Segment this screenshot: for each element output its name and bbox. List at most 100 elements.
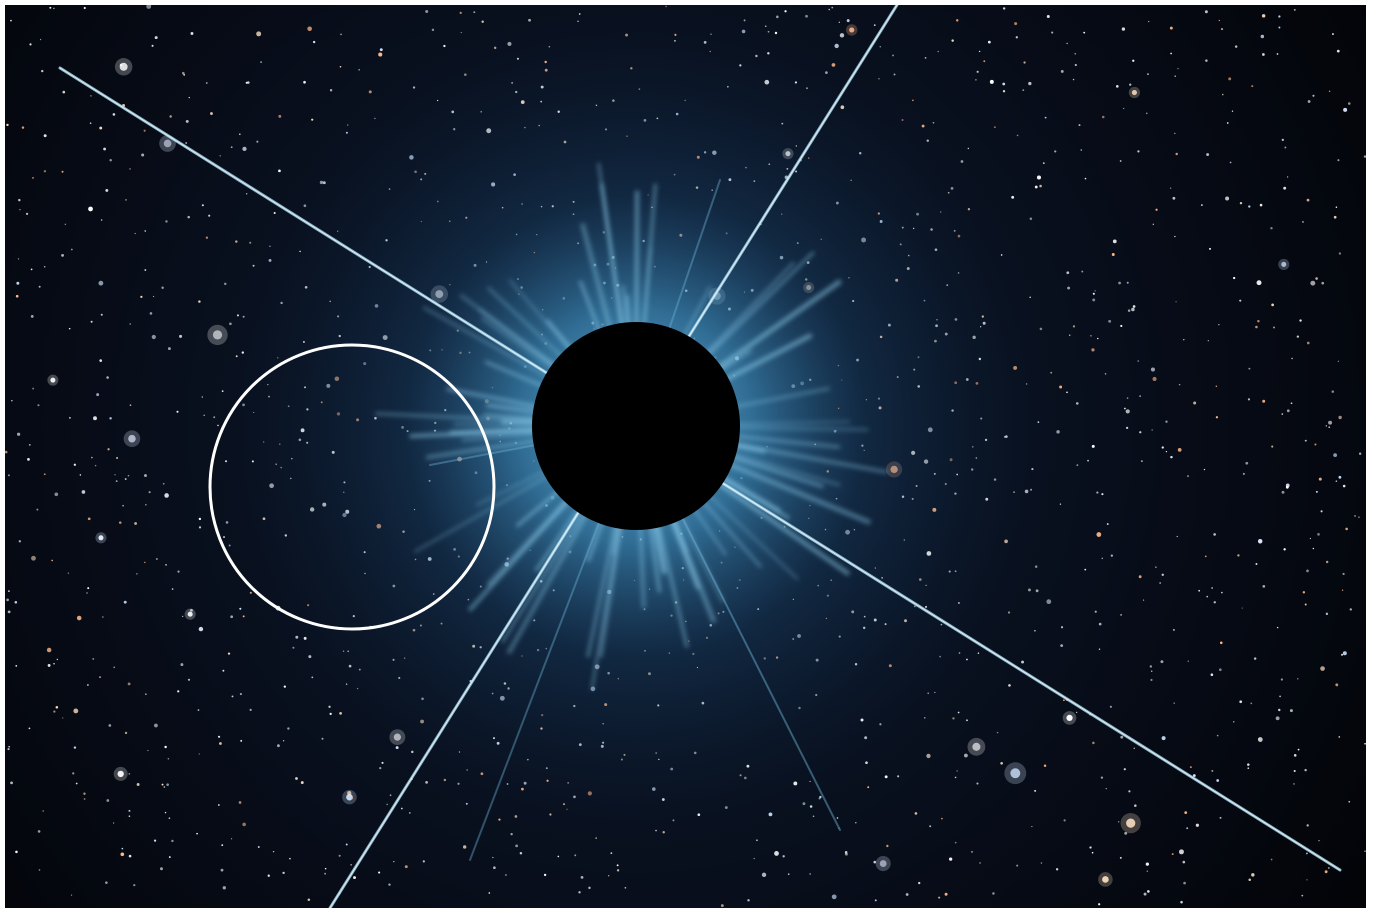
star <box>278 115 281 118</box>
star <box>380 48 383 51</box>
star <box>150 312 153 315</box>
star <box>880 46 881 47</box>
star <box>1260 204 1263 207</box>
star <box>1112 253 1115 256</box>
star <box>1262 400 1265 403</box>
star <box>1220 641 1223 644</box>
star <box>339 855 341 857</box>
star <box>49 7 51 9</box>
star <box>1118 821 1119 822</box>
star <box>15 665 17 667</box>
star <box>1359 453 1361 455</box>
star <box>1205 59 1208 62</box>
star <box>48 664 51 667</box>
star <box>1180 901 1183 904</box>
star <box>938 51 939 52</box>
star <box>1047 15 1050 18</box>
star <box>222 670 224 672</box>
star <box>1232 111 1233 112</box>
star <box>776 16 779 19</box>
star <box>1022 89 1024 91</box>
star <box>1059 386 1062 389</box>
star <box>1329 90 1331 92</box>
star <box>1003 90 1005 92</box>
star <box>1043 162 1045 164</box>
star <box>964 754 968 758</box>
star <box>1248 205 1250 207</box>
star <box>867 786 869 788</box>
star <box>1257 320 1260 323</box>
star <box>1011 196 1014 199</box>
star <box>1035 186 1038 189</box>
star <box>125 478 127 480</box>
star <box>1283 548 1285 550</box>
star <box>1081 271 1083 273</box>
star <box>425 10 428 13</box>
star <box>1336 206 1338 208</box>
star <box>44 170 46 172</box>
star <box>106 799 109 802</box>
star <box>22 126 24 128</box>
star <box>82 490 86 494</box>
star <box>165 812 166 813</box>
star <box>165 220 167 222</box>
star <box>1133 305 1136 308</box>
star <box>1301 895 1303 897</box>
star <box>1034 630 1036 632</box>
star <box>61 254 64 257</box>
star <box>1277 53 1279 55</box>
star <box>783 855 785 857</box>
star <box>122 848 124 850</box>
star <box>1076 464 1078 466</box>
star <box>1228 77 1231 80</box>
star <box>1220 817 1222 819</box>
star <box>1255 326 1258 329</box>
star <box>91 457 93 459</box>
star <box>977 71 979 73</box>
star <box>1162 736 1166 740</box>
star <box>213 330 222 339</box>
star <box>295 777 298 780</box>
star <box>1183 882 1186 885</box>
star <box>617 864 619 866</box>
star <box>277 744 280 747</box>
star <box>101 314 103 316</box>
star <box>1118 282 1121 285</box>
star <box>1321 282 1324 285</box>
star <box>260 61 262 63</box>
star <box>1293 783 1295 785</box>
star <box>1066 391 1068 393</box>
star <box>1179 849 1184 854</box>
star <box>283 740 284 741</box>
star <box>93 416 97 420</box>
star <box>321 738 323 740</box>
star <box>1305 604 1307 606</box>
star <box>98 281 103 286</box>
star <box>1190 766 1192 768</box>
star <box>324 873 326 875</box>
star <box>62 171 64 173</box>
star <box>754 858 755 859</box>
star <box>381 762 383 764</box>
star <box>69 328 71 330</box>
star <box>1085 178 1087 180</box>
star <box>38 830 41 833</box>
star <box>1204 469 1205 470</box>
star <box>1242 607 1243 608</box>
star <box>42 810 44 812</box>
star <box>1143 600 1144 601</box>
star <box>892 54 894 56</box>
star <box>202 204 204 206</box>
star <box>1066 271 1069 274</box>
star <box>1172 197 1175 200</box>
star <box>1095 611 1097 613</box>
star <box>11 400 12 401</box>
star <box>53 710 55 712</box>
star <box>1248 368 1250 370</box>
star <box>311 119 313 121</box>
star <box>1107 523 1109 525</box>
star <box>1152 377 1156 381</box>
star <box>1120 325 1122 327</box>
star <box>1165 421 1167 423</box>
star <box>1031 826 1032 827</box>
